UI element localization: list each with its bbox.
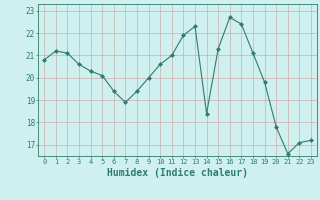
X-axis label: Humidex (Indice chaleur): Humidex (Indice chaleur)	[107, 168, 248, 178]
